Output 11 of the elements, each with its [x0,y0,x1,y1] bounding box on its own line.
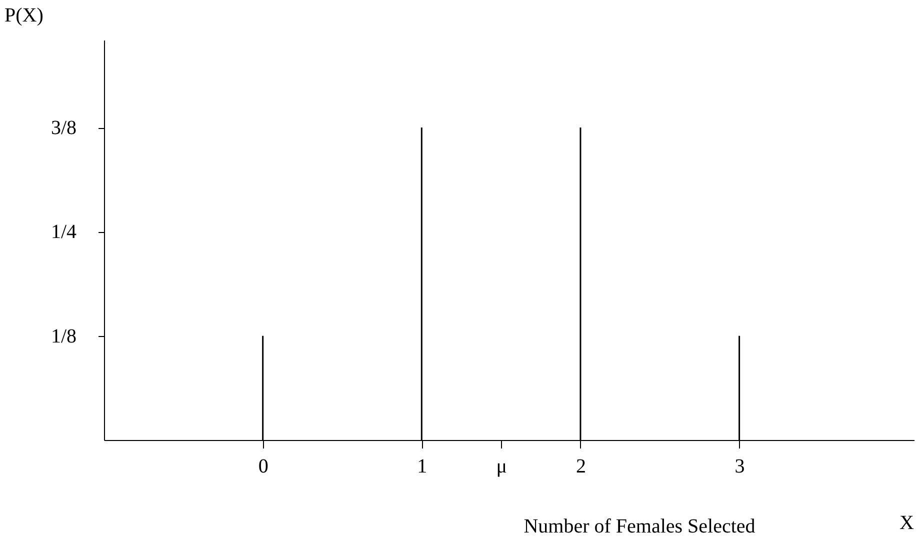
x-axis-title: Number of Females Selected [524,516,756,538]
y-tick-label: 3/8 [50,117,76,139]
x-tick-label: 3 [734,456,745,478]
y-tick-label: 1/4 [50,221,76,244]
x-tick-label: 2 [576,456,586,478]
x-tick-label: 0 [258,456,268,478]
x-tick-label: 1 [417,456,428,478]
y-axis-title: P(X) [4,4,44,26]
text: X [900,512,915,534]
x-tick-label: μ [496,456,507,478]
y-tick-label: 1/8 [50,325,76,348]
